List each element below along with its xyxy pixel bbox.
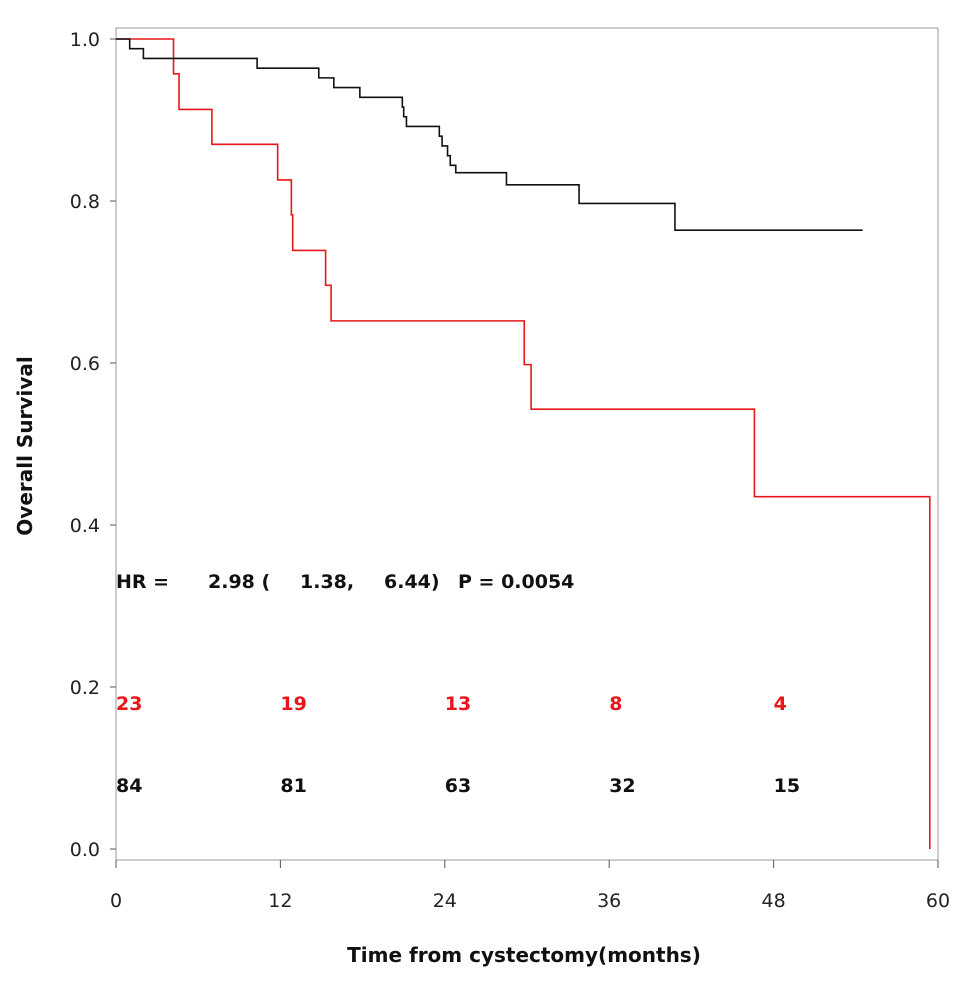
at-risk-count-low-risk: 84 — [116, 775, 142, 797]
at-risk-count-high-risk: 13 — [445, 693, 471, 715]
survival-curve-low-risk — [116, 38, 863, 231]
hazard-ratio-annotation: HR = 2.98 ( 1.38, 6.44) P = 0.0054 — [116, 571, 574, 593]
y-tick-label: 0.0 — [70, 839, 100, 861]
at-risk-count-low-risk: 63 — [445, 775, 471, 797]
at-risk-count-low-risk: 81 — [280, 775, 306, 797]
at-risk-count-high-risk: 8 — [609, 693, 622, 715]
y-tick-label: 0.4 — [70, 515, 100, 537]
survival-curves — [116, 38, 931, 849]
hr-ci-low: 1.38, — [300, 571, 354, 593]
hr-ci-high: 6.44) — [384, 571, 440, 593]
x-axis-title: Time from cystectomy(months) — [347, 943, 701, 967]
hr-label: HR = — [116, 571, 169, 593]
at-risk-count-high-risk: 19 — [280, 693, 306, 715]
at-risk-count-low-risk: 32 — [609, 775, 635, 797]
at-risk-count-high-risk: 23 — [116, 693, 142, 715]
at-risk-count-high-risk: 4 — [774, 693, 787, 715]
x-tick-label: 36 — [597, 890, 621, 912]
y-tick-label: 0.8 — [70, 191, 100, 213]
hr-value: 2.98 ( — [208, 571, 270, 593]
y-tick-label: 0.6 — [70, 353, 100, 375]
x-axis: 0 12 24 36 48 60 — [110, 860, 950, 912]
x-tick-label: 60 — [926, 890, 950, 912]
x-tick-label: 12 — [268, 890, 292, 912]
survival-curve-high-risk — [116, 38, 931, 849]
number-at-risk-table: 23 19 13 8 484 81 63 32 15 — [116, 693, 800, 797]
x-tick-label: 48 — [762, 890, 786, 912]
p-value: P = 0.0054 — [458, 571, 574, 593]
y-tick-label: 0.2 — [70, 677, 100, 699]
y-tick-label: 1.0 — [70, 29, 100, 51]
plot-frame — [115, 27, 939, 861]
x-tick-label: 0 — [110, 890, 122, 912]
x-tick-label: 24 — [433, 890, 457, 912]
at-risk-count-low-risk: 15 — [774, 775, 800, 797]
y-axis-title: Overall Survival — [13, 356, 37, 535]
y-axis: 0.0 0.2 0.4 0.6 0.8 1.0 — [70, 29, 116, 861]
